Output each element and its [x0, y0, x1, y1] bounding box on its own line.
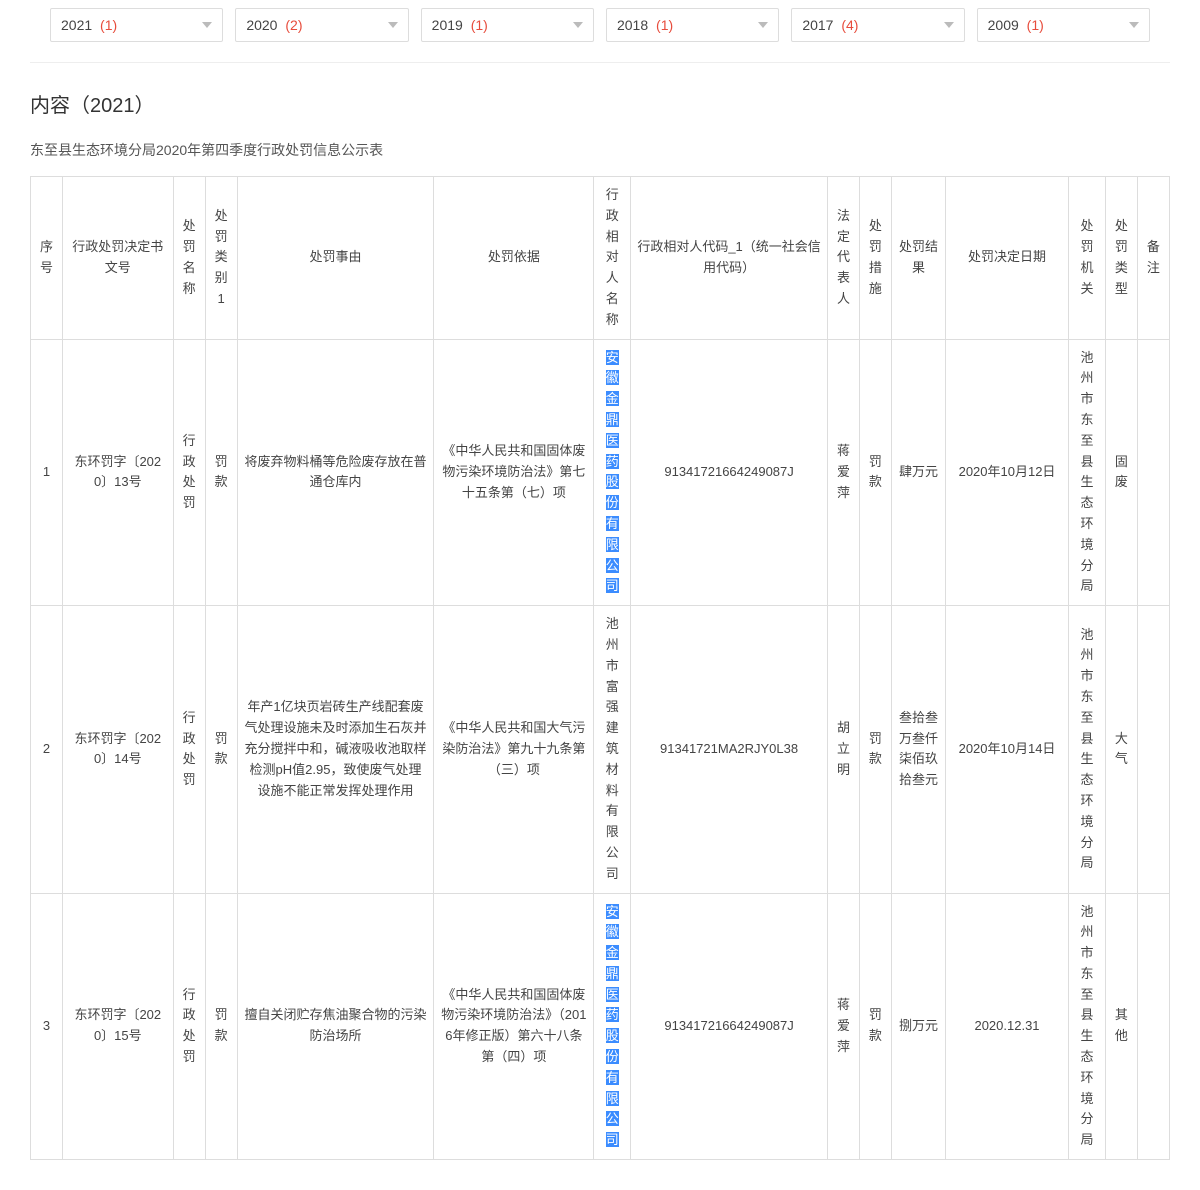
year-select-2009[interactable]: 2009 (1)	[977, 8, 1150, 42]
column-header: 处罚事由	[237, 177, 434, 340]
cell-result: 叁拾叁万叁仟柒佰玖拾叁元	[891, 606, 945, 893]
column-header: 处罚名称	[173, 177, 205, 340]
cell-docno: 东环罚字〔2020〕15号	[62, 893, 173, 1160]
cell-target: 安徽金鼎医药股份有限公司	[594, 893, 631, 1160]
year-label: 2018 (1)	[617, 17, 673, 33]
cell-ptype: 罚款	[205, 893, 237, 1160]
chevron-down-icon	[758, 22, 768, 28]
cell-rep: 蒋爱萍	[827, 893, 859, 1160]
column-header: 处罚机关	[1069, 177, 1106, 340]
chevron-down-icon	[1129, 22, 1139, 28]
cell-result: 肆万元	[891, 339, 945, 606]
year-select-2017[interactable]: 2017 (4)	[791, 8, 964, 42]
column-header: 处罚类别1	[205, 177, 237, 340]
year-label: 2009 (1)	[988, 17, 1044, 33]
cell-code: 91341721664249087J	[631, 339, 828, 606]
cell-kind: 大气	[1105, 606, 1137, 893]
column-header: 法定代表人	[827, 177, 859, 340]
year-filter-bar: 2021 (1) 2020 (2) 2019 (1) 2018 (1) 2017 (4)…	[30, 0, 1170, 63]
chevron-down-icon	[944, 22, 954, 28]
cell-reason: 年产1亿块页岩砖生产线配套废气处理设施未及时添加生石灰并充分搅拌中和，碱液吸收池…	[237, 606, 434, 893]
cell-rep: 蒋爱萍	[827, 339, 859, 606]
table-row: 3东环罚字〔2020〕15号行政处罚罚款擅自关闭贮存焦油聚合物的污染防治场所《中…	[31, 893, 1170, 1160]
year-select-2021[interactable]: 2021 (1)	[50, 8, 223, 42]
cell-seq: 3	[31, 893, 63, 1160]
cell-meas: 罚款	[859, 893, 891, 1160]
cell-date: 2020年10月12日	[946, 339, 1069, 606]
year-label: 2017 (4)	[802, 17, 858, 33]
cell-meas: 罚款	[859, 606, 891, 893]
table-header-row: 序号行政处罚决定书文号处罚名称处罚类别1处罚事由处罚依据行政相对人名称行政相对人…	[31, 177, 1170, 340]
cell-org: 池州市东至县生态环境分局	[1069, 606, 1106, 893]
cell-target: 安徽金鼎医药股份有限公司	[594, 339, 631, 606]
cell-code: 91341721664249087J	[631, 893, 828, 1160]
cell-docno: 东环罚字〔2020〕13号	[62, 339, 173, 606]
highlighted-company: 安徽金鼎医药股份有限公司	[606, 350, 619, 594]
cell-ptype: 罚款	[205, 606, 237, 893]
cell-org: 池州市东至县生态环境分局	[1069, 339, 1106, 606]
column-header: 行政处罚决定书文号	[62, 177, 173, 340]
chevron-down-icon	[388, 22, 398, 28]
year-select-2019[interactable]: 2019 (1)	[421, 8, 594, 42]
cell-result: 捌万元	[891, 893, 945, 1160]
cell-basis: 《中华人民共和国大气污染防治法》第九十九条第（三）项	[434, 606, 594, 893]
cell-docno: 东环罚字〔2020〕14号	[62, 606, 173, 893]
cell-target: 池州市富强建筑材料有限公司	[594, 606, 631, 893]
cell-kind: 固废	[1105, 339, 1137, 606]
column-header: 处罚类型	[1105, 177, 1137, 340]
cell-note	[1137, 339, 1169, 606]
cell-code: 91341721MA2RJY0L38	[631, 606, 828, 893]
table-body: 1东环罚字〔2020〕13号行政处罚罚款将废弃物料桶等危险废存放在普通仓库内《中…	[31, 339, 1170, 1159]
penalty-table: 序号行政处罚决定书文号处罚名称处罚类别1处罚事由处罚依据行政相对人名称行政相对人…	[30, 176, 1170, 1160]
cell-org: 池州市东至县生态环境分局	[1069, 893, 1106, 1160]
cell-seq: 1	[31, 339, 63, 606]
column-header: 处罚依据	[434, 177, 594, 340]
cell-pname: 行政处罚	[173, 339, 205, 606]
table-subtitle: 东至县生态环境分局2020年第四季度行政处罚信息公示表	[30, 140, 1170, 160]
chevron-down-icon	[573, 22, 583, 28]
cell-rep: 胡立明	[827, 606, 859, 893]
highlighted-company: 安徽金鼎医药股份有限公司	[606, 904, 619, 1148]
column-header: 备注	[1137, 177, 1169, 340]
cell-note	[1137, 606, 1169, 893]
year-label: 2021 (1)	[61, 17, 117, 33]
chevron-down-icon	[202, 22, 212, 28]
cell-reason: 擅自关闭贮存焦油聚合物的污染防治场所	[237, 893, 434, 1160]
cell-pname: 行政处罚	[173, 893, 205, 1160]
year-label: 2020 (2)	[246, 17, 302, 33]
column-header: 处罚结果	[891, 177, 945, 340]
cell-ptype: 罚款	[205, 339, 237, 606]
section-title: 内容（2021）	[30, 89, 1170, 118]
column-header: 序号	[31, 177, 63, 340]
cell-date: 2020年10月14日	[946, 606, 1069, 893]
column-header: 处罚措施	[859, 177, 891, 340]
table-row: 2东环罚字〔2020〕14号行政处罚罚款年产1亿块页岩砖生产线配套废气处理设施未…	[31, 606, 1170, 893]
cell-meas: 罚款	[859, 339, 891, 606]
table-row: 1东环罚字〔2020〕13号行政处罚罚款将废弃物料桶等危险废存放在普通仓库内《中…	[31, 339, 1170, 606]
cell-note	[1137, 893, 1169, 1160]
cell-date: 2020.12.31	[946, 893, 1069, 1160]
year-select-2018[interactable]: 2018 (1)	[606, 8, 779, 42]
year-select-2020[interactable]: 2020 (2)	[235, 8, 408, 42]
cell-reason: 将废弃物料桶等危险废存放在普通仓库内	[237, 339, 434, 606]
cell-kind: 其他	[1105, 893, 1137, 1160]
year-label: 2019 (1)	[432, 17, 488, 33]
column-header: 行政相对人名称	[594, 177, 631, 340]
column-header: 处罚决定日期	[946, 177, 1069, 340]
cell-basis: 《中华人民共和国固体废物污染环境防治法》第七十五条第（七）项	[434, 339, 594, 606]
cell-seq: 2	[31, 606, 63, 893]
cell-pname: 行政处罚	[173, 606, 205, 893]
column-header: 行政相对人代码_1（统一社会信用代码）	[631, 177, 828, 340]
cell-basis: 《中华人民共和国固体废物污染环境防治法》（2016年修正版）第六十八条第（四）项	[434, 893, 594, 1160]
